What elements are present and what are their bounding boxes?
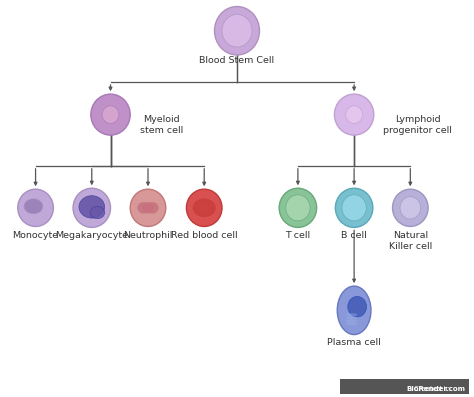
Text: Monocyte: Monocyte <box>12 231 59 240</box>
Ellipse shape <box>215 6 259 55</box>
Text: BioRender.com: BioRender.com <box>407 385 465 391</box>
Text: B cell: B cell <box>341 231 367 240</box>
Ellipse shape <box>73 188 110 227</box>
Ellipse shape <box>346 106 363 123</box>
Ellipse shape <box>336 188 373 227</box>
Ellipse shape <box>199 203 210 212</box>
Text: Lymphoid
progenitor cell: Lymphoid progenitor cell <box>383 115 452 135</box>
Ellipse shape <box>24 199 43 214</box>
Ellipse shape <box>102 106 119 123</box>
Text: Plasma cell: Plasma cell <box>327 338 381 347</box>
Ellipse shape <box>91 94 130 135</box>
Ellipse shape <box>348 297 366 317</box>
Ellipse shape <box>18 189 54 226</box>
Ellipse shape <box>346 316 357 319</box>
Ellipse shape <box>90 206 105 219</box>
Ellipse shape <box>142 202 154 213</box>
Text: Created in: Created in <box>427 383 469 392</box>
Ellipse shape <box>147 202 158 213</box>
Ellipse shape <box>346 313 357 316</box>
FancyBboxPatch shape <box>340 379 469 397</box>
Ellipse shape <box>186 189 222 226</box>
Ellipse shape <box>392 189 428 226</box>
Ellipse shape <box>346 319 357 322</box>
Text: Myeloid
stem cell: Myeloid stem cell <box>139 115 183 135</box>
Ellipse shape <box>286 195 310 221</box>
Text: Created in: Created in <box>427 383 469 392</box>
Ellipse shape <box>335 94 374 135</box>
Ellipse shape <box>400 197 420 219</box>
Ellipse shape <box>346 322 357 325</box>
Ellipse shape <box>130 189 166 226</box>
Text: Red blood cell: Red blood cell <box>171 231 237 240</box>
Ellipse shape <box>279 188 317 227</box>
Text: Natural
Killer cell: Natural Killer cell <box>389 231 432 251</box>
Ellipse shape <box>337 286 371 335</box>
Text: T cell: T cell <box>285 231 310 240</box>
Text: Megakaryocyte: Megakaryocyte <box>55 231 128 240</box>
Text: Blood Stem Cell: Blood Stem Cell <box>200 56 274 66</box>
Text: Neutrophil: Neutrophil <box>123 231 173 240</box>
Ellipse shape <box>137 202 149 213</box>
Ellipse shape <box>342 195 366 221</box>
Ellipse shape <box>222 14 252 47</box>
Text: Created in: Created in <box>414 385 453 391</box>
Ellipse shape <box>79 196 105 218</box>
Ellipse shape <box>192 198 216 217</box>
